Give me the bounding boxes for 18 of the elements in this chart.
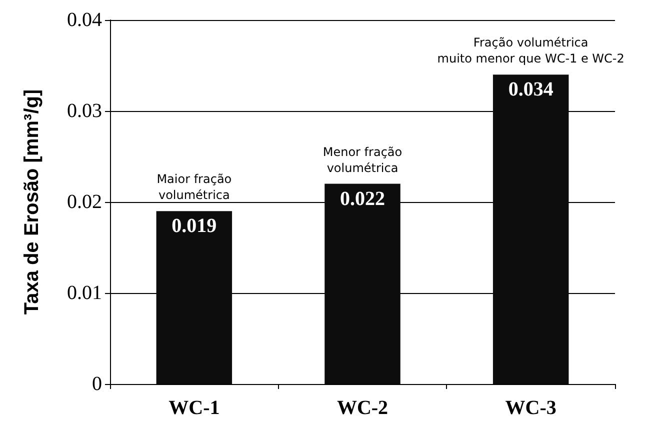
annotation: Fração volumétrica muito menor que WC-1 e WC-2 <box>437 36 624 66</box>
x-tick-label: WC-3 <box>505 397 556 419</box>
y-tick-label: 0.04 <box>67 9 102 31</box>
y-tick-label: 0 <box>92 373 102 395</box>
y-tick-label: 0.01 <box>67 282 102 304</box>
bar <box>156 211 232 384</box>
annotation: Maior fração volumétrica <box>156 172 232 202</box>
y-tick-label: 0.03 <box>67 100 102 122</box>
y-tick-label: 0.02 <box>67 191 102 213</box>
data-label: 0.022 <box>340 188 385 210</box>
data-label: 0.034 <box>508 78 554 101</box>
annotation: Menor fração volumétrica <box>322 144 402 175</box>
y-axis-title: Taxa de Erosão [mm³/g] <box>21 89 43 315</box>
x-tick-label: WC-2 <box>336 397 388 419</box>
bar <box>324 184 400 384</box>
data-label: 0.019 <box>172 215 217 238</box>
bar <box>492 74 569 384</box>
x-tick-label: WC-1 <box>168 397 220 419</box>
